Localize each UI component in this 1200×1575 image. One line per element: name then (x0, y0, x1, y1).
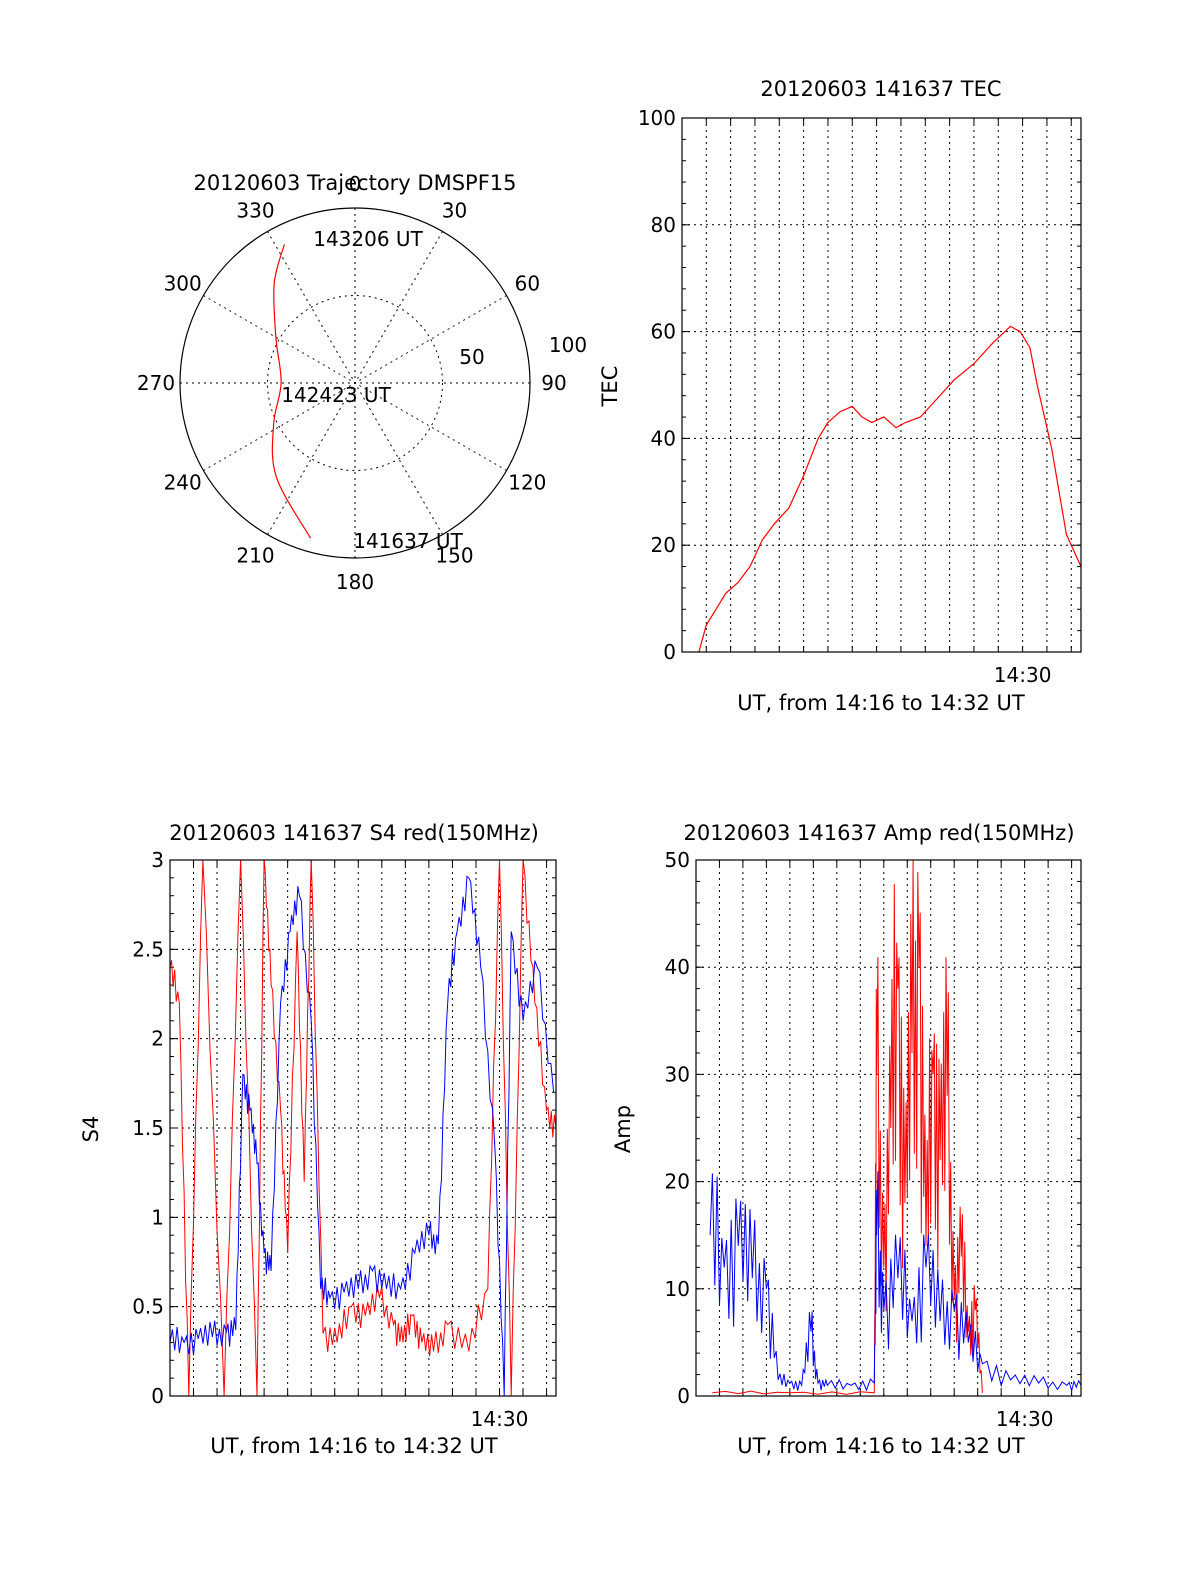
polar-azimuth-label: 300 (164, 272, 202, 296)
amp-grid: 0 10 20 30 40 50 (665, 848, 1081, 1408)
polar-title: 20120603 Trajectory DMSPF15 (193, 171, 516, 195)
polar-outer-circle (179, 207, 531, 559)
s4-series-0-line (169, 859, 557, 1397)
s4-ytick-label: 2.5 (132, 937, 164, 961)
polar-azimuth-label: 270 (137, 371, 175, 395)
tec-ytick-label: 0 (663, 640, 676, 664)
amp-y-axis-label: Amp (611, 1105, 635, 1153)
tec-y-axis-label: TEC (598, 366, 622, 408)
tec-x-axis-label: UT, from 14:16 to 14:32 UT (737, 691, 1025, 715)
s4-title: 20120603 141637 S4 red(150MHz) (169, 821, 539, 845)
trajectory-start-time-label: 141637 UT (353, 529, 463, 553)
polar-azimuth-label: 330 (236, 199, 274, 223)
polar-grid (180, 208, 530, 558)
amp-panel: 20120603 141637 Amp red(150MHz) Amp UT, … (611, 821, 1082, 1458)
tec-title: 20120603 141637 TEC (760, 77, 1001, 101)
polar-spoke (267, 231, 443, 535)
polar-azimuth-label: 90 (541, 371, 566, 395)
amp-xtick-label: 14:30 (996, 1407, 1054, 1431)
trajectory-end-time-label: 143206 UT (313, 227, 423, 251)
tec-ytick-label: 60 (651, 320, 676, 344)
s4-xtick-label: 14:30 (471, 1407, 529, 1431)
polar-azimuth-labels: 0 30 60 90 120 150 180 210 240 270 300 330 (137, 172, 567, 594)
amp-x-axis-label: UT, from 14:16 to 14:32 UT (737, 1434, 1025, 1458)
s4-ytick-label: 2 (151, 1027, 164, 1051)
polar-azimuth-label: 60 (515, 272, 540, 296)
s4-y-axis-label: S4 (79, 1116, 103, 1143)
polar-grid-circle-50 (267, 295, 443, 471)
polar-azimuth-label: 150 (435, 543, 473, 567)
amp-ytick-label: 0 (677, 1384, 690, 1408)
tec-grid: 0 20 40 60 80 100 (638, 106, 1081, 664)
s4-ytick-label: 1 (151, 1205, 164, 1229)
trajectory-mid-time-label: 142423 UT (281, 383, 391, 407)
s4-ytick-label: 3 (151, 848, 164, 872)
tec-panel: 20120603 141637 TEC TEC UT, from 14:16 t… (598, 77, 1082, 715)
tec-ytick-label: 100 (638, 106, 676, 130)
s4-series-1-line (169, 875, 555, 1397)
tec-series-0-line (698, 325, 1082, 653)
polar-radius-label-100: 100 (549, 333, 587, 357)
polar-azimuth-label: 240 (164, 471, 202, 495)
s4-plot-frame (169, 859, 557, 1397)
amp-series-0-line (712, 859, 983, 1395)
amp-ytick-label: 30 (665, 1062, 690, 1086)
tec-ytick-label: 80 (651, 213, 676, 237)
amp-title: 20120603 141637 Amp red(150MHz) (683, 821, 1074, 845)
polar-azimuth-label: 180 (336, 570, 374, 594)
polar-azimuth-label: 30 (442, 199, 467, 223)
tec-plot-frame (681, 117, 1082, 653)
amp-plot-frame (695, 859, 1082, 1397)
polar-azimuth-label: 120 (508, 471, 546, 495)
s4-ytick-label: 0.5 (132, 1295, 164, 1319)
polar-azimuth-label: 0 (349, 172, 362, 196)
amp-series-1-line (709, 1171, 1082, 1393)
tec-ytick-label: 40 (651, 426, 676, 450)
amp-ytick-label: 50 (665, 848, 690, 872)
s4-x-axis-label: UT, from 14:16 to 14:32 UT (210, 1434, 498, 1458)
amp-ytick-label: 10 (665, 1277, 690, 1301)
tec-xtick-label: 14:30 (994, 663, 1052, 687)
s4-ytick-label: 1.5 (132, 1116, 164, 1140)
polar-azimuth-label: 210 (236, 543, 274, 567)
amp-ytick-label: 40 (665, 955, 690, 979)
amp-ytick-label: 20 (665, 1170, 690, 1194)
s4-ytick-label: 0 (151, 1384, 164, 1408)
tec-ytick-label: 20 (651, 533, 676, 557)
trajectory-line (271, 244, 312, 539)
polar-radius-label-50: 50 (459, 345, 484, 369)
s4-panel: 20120603 141637 S4 red(150MHz) S4 UT, fr… (79, 821, 557, 1458)
polar-trajectory-panel: 20120603 Trajectory DMSPF15 0 30 60 90 120 15… (137, 171, 587, 594)
